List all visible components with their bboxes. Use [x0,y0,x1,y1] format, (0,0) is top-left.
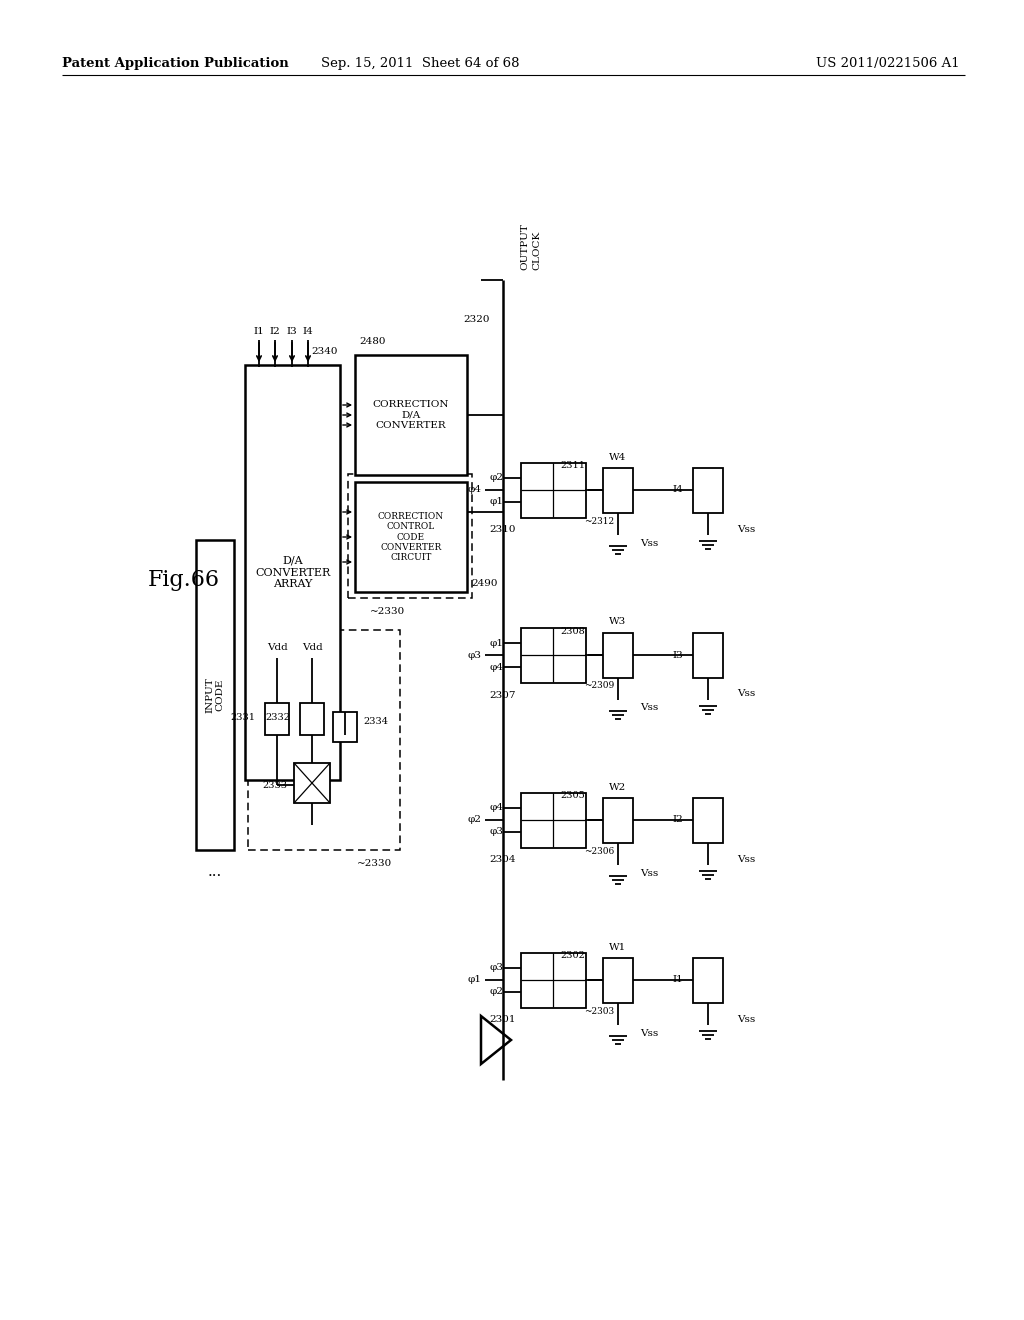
Text: φ4: φ4 [467,486,481,495]
Text: D/A
CONVERTER
ARRAY: D/A CONVERTER ARRAY [255,556,330,589]
Text: φ3: φ3 [489,828,503,837]
Bar [603,634,633,678]
Text: ...: ... [208,865,222,879]
Bar [521,463,586,517]
Text: Vss: Vss [737,689,756,698]
Text: Vss: Vss [640,869,658,878]
Bar [603,799,633,843]
Text: ~2312: ~2312 [584,516,614,525]
Bar [333,711,357,742]
Text: 2332: 2332 [265,713,290,722]
Text: Vdd: Vdd [266,644,288,652]
Bar [693,958,723,1003]
Text: φ1: φ1 [489,639,503,648]
Text: φ2: φ2 [467,816,481,825]
Text: 2305: 2305 [560,792,585,800]
Bar [348,474,472,598]
Text: Sep. 15, 2011  Sheet 64 of 68: Sep. 15, 2011 Sheet 64 of 68 [321,57,519,70]
Bar [693,469,723,513]
Text: 2301: 2301 [489,1015,516,1024]
Text: Patent Application Publication: Patent Application Publication [62,57,289,70]
Text: W2: W2 [609,783,627,792]
Text: I1: I1 [672,975,683,985]
Bar [355,482,467,591]
Bar [603,958,633,1003]
Text: 2304: 2304 [489,855,516,865]
Text: 2480: 2480 [359,338,385,346]
Text: W1: W1 [609,942,627,952]
Bar [603,469,633,513]
Text: Vdd: Vdd [302,644,323,652]
Text: ~2309: ~2309 [584,681,614,690]
Text: W3: W3 [609,618,627,627]
Bar [693,634,723,678]
Bar [245,366,340,780]
Text: I1: I1 [254,327,264,337]
Text: I2: I2 [672,816,683,825]
Text: φ1: φ1 [489,498,503,507]
Text: CORRECTION
D/A
CONVERTER: CORRECTION D/A CONVERTER [373,400,450,430]
Text: ~2306: ~2306 [584,846,614,855]
Text: Vss: Vss [737,854,756,863]
Text: I3: I3 [287,327,297,337]
Text: φ3: φ3 [489,964,503,973]
Text: I3: I3 [672,651,683,660]
Bar [265,704,289,735]
Bar [521,793,586,847]
Text: I4: I4 [303,327,313,337]
Text: 2331: 2331 [230,713,255,722]
Text: ~2303: ~2303 [584,1006,614,1015]
Text: φ2: φ2 [489,474,503,483]
Text: Vss: Vss [737,524,756,533]
Bar [248,630,400,850]
Text: φ4: φ4 [489,663,503,672]
Text: INPUT
CODE: INPUT CODE [205,677,224,713]
Bar [294,763,330,803]
Text: Vss: Vss [640,704,658,713]
Bar [300,704,324,735]
Text: φ3: φ3 [467,651,481,660]
Text: Vss: Vss [737,1015,756,1023]
Bar [355,355,467,475]
Text: 2307: 2307 [489,690,516,700]
Bar [521,953,586,1008]
Text: Fig.66: Fig.66 [148,569,220,591]
Bar [521,628,586,682]
Text: ~2330: ~2330 [371,606,406,615]
Text: φ2: φ2 [489,987,503,997]
Text: W4: W4 [609,453,627,462]
Text: US 2011/0221506 A1: US 2011/0221506 A1 [816,57,961,70]
Text: Vss: Vss [640,1028,658,1038]
Text: CLOCK: CLOCK [532,231,542,271]
Text: 2311: 2311 [560,462,585,470]
Text: 2302: 2302 [560,952,585,961]
Text: φ1: φ1 [467,975,481,985]
Text: I2: I2 [269,327,281,337]
Bar [693,799,723,843]
Text: ~2330: ~2330 [356,858,392,867]
Text: OUTPUT: OUTPUT [520,223,529,271]
Text: 2320: 2320 [463,315,489,325]
Text: 2333: 2333 [262,780,287,789]
Text: 2334: 2334 [362,718,388,726]
Text: 2490: 2490 [471,579,498,589]
Text: 2310: 2310 [489,525,516,535]
Text: 2308: 2308 [560,627,585,635]
Text: φ4: φ4 [489,804,503,813]
Text: Vss: Vss [640,539,658,548]
Text: CORRECTION
CONTROL
CODE
CONVERTER
CIRCUIT: CORRECTION CONTROL CODE CONVERTER CIRCUI… [378,512,444,562]
Text: 2340: 2340 [311,347,338,356]
Bar [196,540,234,850]
Text: I4: I4 [672,486,683,495]
